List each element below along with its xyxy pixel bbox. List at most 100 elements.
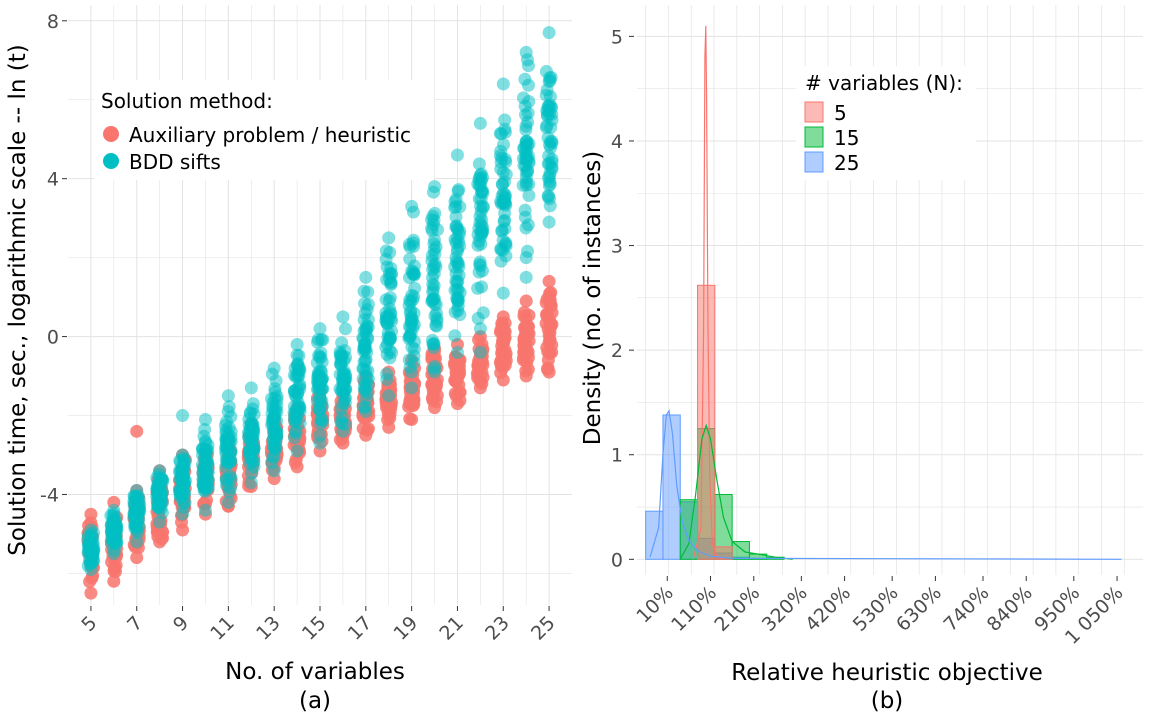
histogram-x-axis-title: Relative heuristic objective <box>731 660 1043 686</box>
scatter-panel: -4 0 4 8 5 7 9 11 13 15 17 19 21 23 25 No. of variabl… <box>5 5 572 714</box>
scatter-point <box>198 503 212 517</box>
scatter-point <box>518 203 532 217</box>
scatter-y-tick-label: 8 <box>47 11 59 33</box>
scatter-point <box>544 101 558 115</box>
scatter-point <box>380 313 394 327</box>
scatter-point <box>452 378 466 392</box>
scatter-point <box>405 199 419 213</box>
density-curves <box>649 25 1122 560</box>
scatter-point <box>84 507 98 521</box>
scatter-point <box>425 333 439 347</box>
scatter-point <box>359 428 373 442</box>
scatter-point <box>198 412 212 426</box>
histogram-y-tick-label: 3 <box>611 236 623 258</box>
scatter-point <box>473 381 487 395</box>
scatter-point <box>450 291 464 305</box>
scatter-point <box>310 356 324 370</box>
scatter-outlier-point <box>336 397 350 411</box>
scatter-point <box>519 221 533 235</box>
scatter-point <box>287 431 301 445</box>
scatter-point <box>519 369 533 383</box>
scatter-point <box>542 215 556 229</box>
scatter-point <box>221 495 235 509</box>
scatter-point <box>290 460 304 474</box>
histogram-x-tick-label: 110% <box>667 582 721 636</box>
scatter-x-tick-label: 21 <box>435 612 468 645</box>
scatter-legend-key-auxiliary <box>103 126 119 142</box>
scatter-point <box>313 322 327 336</box>
scatter-point <box>496 77 510 91</box>
scatter-point <box>316 333 330 347</box>
scatter-point <box>130 535 144 549</box>
scatter-x-tick-label: 15 <box>298 612 331 645</box>
scatter-x-tick-label: 7 <box>123 612 147 636</box>
scatter-point <box>268 391 282 405</box>
scatter-point <box>406 236 420 250</box>
histogram-panel-label: (b) <box>871 688 904 714</box>
scatter-point <box>87 544 101 558</box>
histogram-x-tick-label: 840% <box>983 582 1037 636</box>
scatter-point <box>494 242 508 256</box>
scatter-point <box>361 285 375 299</box>
histogram-bar-n25 <box>662 414 681 560</box>
scatter-point <box>359 405 373 419</box>
scatter-point <box>405 381 419 395</box>
scatter-point <box>289 412 303 426</box>
scatter-point <box>84 523 98 537</box>
scatter-point <box>428 365 442 379</box>
scatter-point <box>385 346 399 360</box>
histogram-legend: # variables (N): 5 15 25 <box>796 66 976 180</box>
scatter-point <box>472 265 486 279</box>
histogram-y-tick-label: 1 <box>611 445 623 467</box>
scatter-point <box>426 282 440 296</box>
scatter-point <box>267 411 281 425</box>
scatter-point <box>338 374 352 388</box>
scatter-point <box>517 305 531 319</box>
scatter-point <box>450 231 464 245</box>
scatter-point <box>357 324 371 338</box>
scatter-point <box>430 314 444 328</box>
scatter-point <box>222 455 236 469</box>
scatter-point <box>293 363 307 377</box>
scatter-y-ticks: -4 0 4 8 <box>40 11 67 506</box>
scatter-point <box>521 138 535 152</box>
scatter-legend-background <box>94 80 434 180</box>
scatter-point <box>407 318 421 332</box>
scatter-point <box>334 357 348 371</box>
scatter-point <box>449 274 463 288</box>
scatter-point <box>109 558 123 572</box>
scatter-point <box>402 400 416 414</box>
scatter-point <box>498 113 512 127</box>
scatter-point <box>517 338 531 352</box>
scatter-x-tick-label: 11 <box>206 612 239 645</box>
scatter-point <box>219 472 233 486</box>
scatter-point <box>428 180 442 194</box>
histogram-y-tick-label: 2 <box>611 340 623 362</box>
scatter-point <box>338 322 352 336</box>
scatter-point <box>288 388 302 402</box>
scatter-point <box>519 159 533 173</box>
histogram-bar-n5 <box>697 284 716 560</box>
scatter-point <box>499 167 513 181</box>
histogram-panel: 0 1 2 3 4 5 10%110%210%320%420%530%630%740%84… <box>580 5 1143 714</box>
scatter-point <box>267 361 281 375</box>
scatter-point <box>311 375 325 389</box>
scatter-point <box>496 310 510 324</box>
scatter-point <box>360 345 374 359</box>
scatter-point <box>448 329 462 343</box>
scatter-point <box>495 189 509 203</box>
scatter-x-tick-label: 13 <box>252 612 285 645</box>
scatter-point <box>543 333 557 347</box>
scatter-point <box>499 349 513 363</box>
scatter-point <box>336 310 350 324</box>
scatter-point <box>334 415 348 429</box>
scatter-point <box>519 251 533 265</box>
scatter-point <box>521 78 535 92</box>
scatter-point <box>426 384 440 398</box>
scatter-point <box>198 480 212 494</box>
histogram-x-tick-label: 320% <box>758 582 812 636</box>
scatter-outlier-point <box>176 409 190 423</box>
scatter-point <box>495 224 509 238</box>
scatter-point <box>290 337 304 351</box>
